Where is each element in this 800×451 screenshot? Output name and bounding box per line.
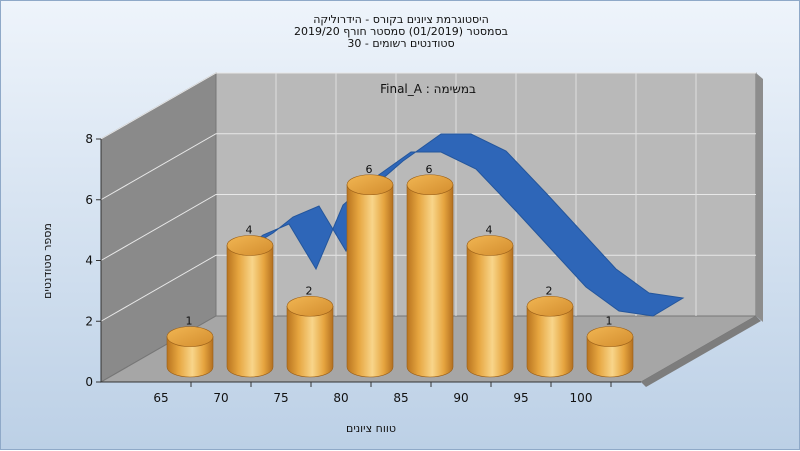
bar-body [166,336,214,378]
bar-value-label: 6 [366,163,373,176]
y-tick-label: 6 [85,193,93,207]
bar-value-label: 2 [306,284,313,297]
bar [166,326,214,378]
y-tick-label: 2 [85,314,93,328]
back-wall-edge [756,73,763,322]
bar-body [526,305,574,378]
bar [526,295,574,378]
bar-top [526,295,574,317]
x-tick-label: 70 [213,391,228,405]
bar [286,295,334,378]
bar-top [586,326,634,347]
chart-title-line-1: היסטוגרמת ציונים בקורס - הידרוליקה [313,13,489,26]
bar [226,235,274,378]
bar-value-label: 4 [246,224,253,237]
bar-top [166,326,214,347]
bar-top [226,235,274,256]
bar-value-label: 2 [546,284,553,297]
bar [406,174,454,378]
bar-body [466,245,514,378]
bar-top [466,235,514,256]
bar-top [406,174,454,196]
bar [466,235,514,378]
bar-body [286,305,334,378]
bar-top [286,295,334,317]
chart-title-line-2: בסמסטר (01/2019) סמסטר חורף 2019/20 [294,25,508,38]
bar-body [226,245,274,378]
y-tick-label: 4 [85,254,93,268]
x-tick-label: 85 [393,391,408,405]
bar-body [586,336,634,378]
bar-value-label: 6 [426,163,433,176]
chart-title-line-3: סטודנטים רשומים - 30 [347,37,455,50]
x-tick-label: 80 [333,391,348,405]
bar-body [346,184,394,378]
x-tick-label: 75 [273,391,288,405]
x-tick-label: 90 [453,391,468,405]
x-tick-label: 100 [570,391,593,405]
bar-body [406,184,454,378]
y-tick-label: 0 [85,375,93,389]
bar [586,326,634,378]
bar-value-label: 1 [606,315,613,328]
x-axis-title: טווח ציונים [346,422,396,435]
bar [346,174,394,378]
bar-value-label: 4 [486,224,493,237]
y-axis-title: מספר סטודנטים [41,223,54,299]
y-tick-label: 8 [85,132,93,146]
bar-top [346,174,394,196]
legend-label: Final_A : במשימה [380,82,476,96]
x-tick-label: 95 [513,391,528,405]
bar-value-label: 1 [186,315,193,328]
floor-front-edge [641,316,761,387]
x-tick-label: 65 [153,391,168,405]
series-ribbon [242,133,685,317]
